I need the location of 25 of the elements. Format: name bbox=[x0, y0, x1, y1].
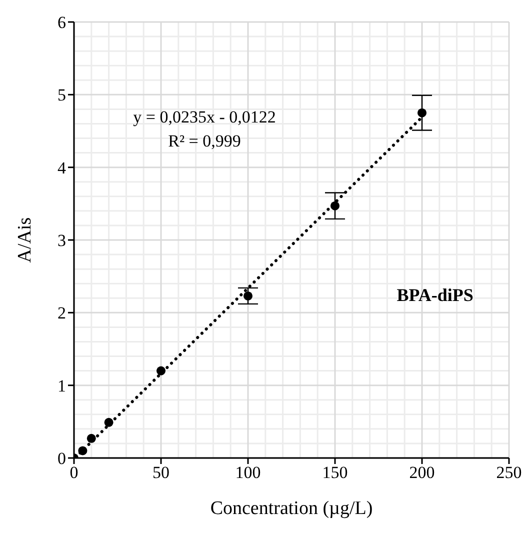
point bbox=[243, 291, 253, 300]
annotation: R² = 0,999 bbox=[168, 131, 241, 150]
annotation: BPA-diPS bbox=[396, 285, 474, 306]
y-tick-label: 4 bbox=[58, 158, 66, 178]
x-tick-label: 200 bbox=[409, 463, 435, 482]
y-tick-label: 5 bbox=[58, 86, 66, 105]
y-tick-label: 1 bbox=[58, 376, 66, 396]
x-tick-label: 150 bbox=[322, 463, 348, 482]
point bbox=[330, 201, 340, 210]
point bbox=[156, 366, 166, 376]
x-axis-title: Concentration (µg/L) bbox=[210, 498, 373, 519]
point bbox=[417, 108, 427, 118]
point bbox=[104, 418, 114, 427]
y-tick-label: 3 bbox=[58, 231, 66, 250]
y-tick-label: 6 bbox=[58, 13, 66, 32]
x-tick-label: 0 bbox=[70, 463, 78, 482]
x-tick-label: 100 bbox=[235, 463, 261, 482]
y-tick-label: 0 bbox=[58, 449, 66, 468]
y-tick-label: 2 bbox=[58, 304, 66, 323]
x-tick-label: 250 bbox=[496, 463, 522, 482]
point bbox=[86, 434, 96, 443]
y-axis-title: A/Ais bbox=[14, 217, 36, 263]
annotation: y = 0,0235x - 0,0122 bbox=[133, 107, 276, 126]
x-tick-label: 50 bbox=[152, 463, 170, 482]
point bbox=[78, 446, 88, 456]
